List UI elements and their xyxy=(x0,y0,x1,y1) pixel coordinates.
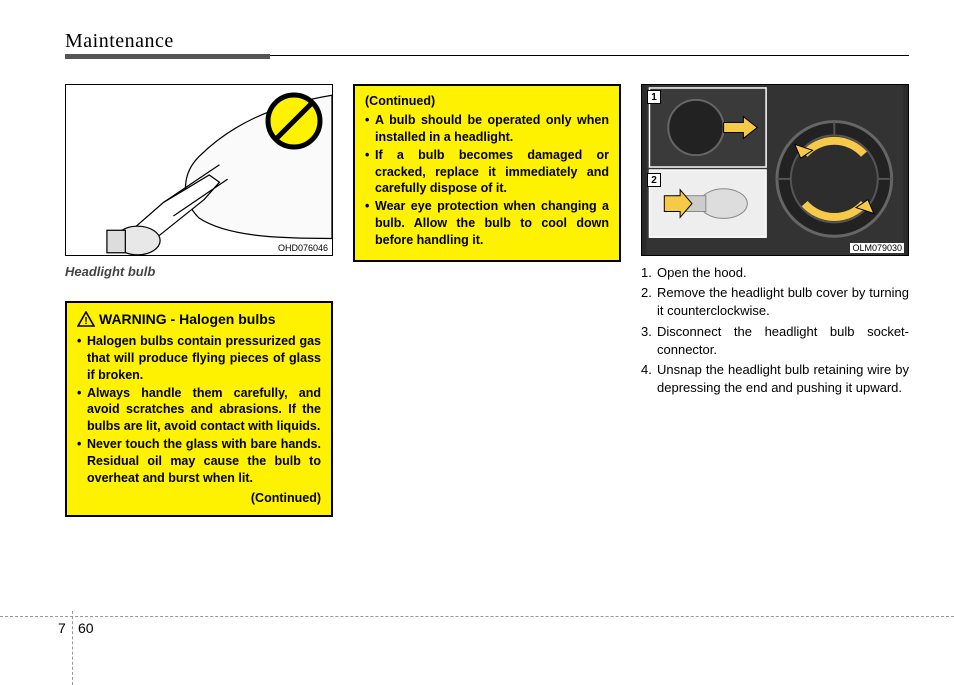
footer-divider xyxy=(72,611,73,685)
page-footer: 7 60 xyxy=(0,616,954,657)
prohibit-icon xyxy=(264,91,324,151)
warning-box: ! WARNING - Halogen bulbs Halogen bulbs … xyxy=(65,301,333,517)
column-2: (Continued) A bulb should be operated on… xyxy=(353,84,621,517)
figure-code: OHD076046 xyxy=(278,243,328,253)
page-number: 60 xyxy=(78,620,94,636)
inset-label-1: 1 xyxy=(647,90,661,104)
chapter-number: 7 xyxy=(58,620,66,636)
assembly-illustration xyxy=(642,85,908,255)
warning-triangle-icon: ! xyxy=(77,311,95,327)
step-item: 2.Remove the headlight bulb cover by tur… xyxy=(641,284,909,320)
continued-item: If a bulb becomes damaged or cracked, re… xyxy=(365,147,609,198)
warning-item: Halogen bulbs contain pressurized gas th… xyxy=(77,333,321,384)
continued-box: (Continued) A bulb should be operated on… xyxy=(353,84,621,262)
svg-text:!: ! xyxy=(84,316,87,327)
step-item: 3.Disconnect the headlight bulb socket-c… xyxy=(641,323,909,359)
section-title: Maintenance xyxy=(65,30,174,52)
step-item: 1.Open the hood. xyxy=(641,264,909,282)
continued-item: Wear eye protection when changing a bulb… xyxy=(365,198,609,249)
continued-item: A bulb should be operated only when inst… xyxy=(365,112,609,146)
figure-code: OLM079030 xyxy=(850,243,904,253)
warning-list: Halogen bulbs contain pressurized gas th… xyxy=(77,333,321,487)
inset-label-2: 2 xyxy=(647,173,661,187)
header-accent-bar xyxy=(65,54,270,59)
warning-label: WARNING xyxy=(99,311,167,327)
procedure-steps: 1.Open the hood. 2.Remove the headlight … xyxy=(641,264,909,397)
warning-title: ! WARNING - Halogen bulbs xyxy=(77,310,321,329)
figure-bulb-handling: OHD076046 xyxy=(65,84,333,256)
warning-item: Always handle them carefully, and avoid … xyxy=(77,385,321,436)
warning-subject: - Halogen bulbs xyxy=(167,311,276,327)
step-item: 4.Unsnap the headlight bulb retaining wi… xyxy=(641,361,909,397)
column-3: 1 2 OLM079030 1.Open the hood. 2.Remove … xyxy=(641,84,909,517)
warning-item: Never touch the glass with bare hands. R… xyxy=(77,436,321,487)
column-1: OHD076046 Headlight bulb ! WARNING - Hal… xyxy=(65,84,333,517)
continued-heading: (Continued) xyxy=(365,93,609,110)
figure-headlight-assembly: 1 2 OLM079030 xyxy=(641,84,909,256)
content-columns: OHD076046 Headlight bulb ! WARNING - Hal… xyxy=(65,84,909,517)
page-header: Maintenance xyxy=(65,30,909,56)
continued-list: A bulb should be operated only when inst… xyxy=(365,112,609,249)
continued-marker: (Continued) xyxy=(77,490,321,507)
manual-page: Maintenance xyxy=(0,0,954,517)
figure-caption: Headlight bulb xyxy=(65,264,333,279)
